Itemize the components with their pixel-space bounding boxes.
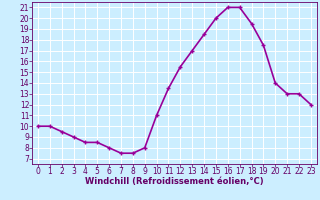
X-axis label: Windchill (Refroidissement éolien,°C): Windchill (Refroidissement éolien,°C) (85, 177, 264, 186)
